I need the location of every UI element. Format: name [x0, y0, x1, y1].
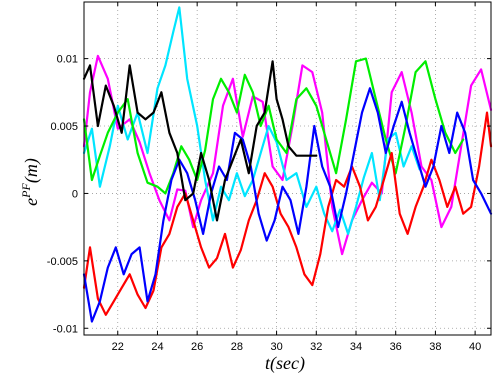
- y-tick-label: -0.01: [53, 323, 78, 335]
- y-axis-label-sup: PF: [19, 183, 33, 199]
- x-tick-label: 22: [112, 341, 124, 353]
- x-tick-label: 34: [350, 341, 362, 353]
- y-tick-label: -0.005: [47, 256, 78, 268]
- x-tick-label: 40: [469, 341, 481, 353]
- series-line-3: [82, 57, 465, 195]
- x-tick-label: 28: [231, 341, 243, 353]
- series-line-5: [82, 87, 493, 323]
- plot-frame: [83, 1, 492, 336]
- y-axis-label: ePF(m): [19, 158, 42, 206]
- series-line-4: [82, 111, 493, 316]
- x-tick-label: 32: [310, 341, 322, 353]
- x-tick-label: 36: [390, 341, 402, 353]
- y-axis-label-tail: (m): [21, 158, 42, 183]
- x-axis-label: t(sec): [265, 353, 305, 374]
- y-tick-label: 0: [72, 188, 78, 200]
- series-line-6: [82, 60, 318, 222]
- y-axis-label-base: e: [21, 198, 41, 206]
- x-tick-label: 26: [191, 341, 203, 353]
- y-tick-label: 0.01: [57, 54, 78, 66]
- series-layer: [82, 6, 493, 323]
- y-tick-label: 0.005: [50, 121, 78, 133]
- labels-layer: t(sec) ePF(m): [19, 158, 305, 374]
- axes-layer: 22 24 26 28 30 32 34 36 38 40 -0.01 -0.005 0 0.005 0.0…: [47, 1, 492, 353]
- x-tick-label: 30: [270, 341, 282, 353]
- x-tick-label: 24: [151, 341, 163, 353]
- series-line-1: [82, 54, 493, 256]
- x-tick-label: 38: [429, 341, 441, 353]
